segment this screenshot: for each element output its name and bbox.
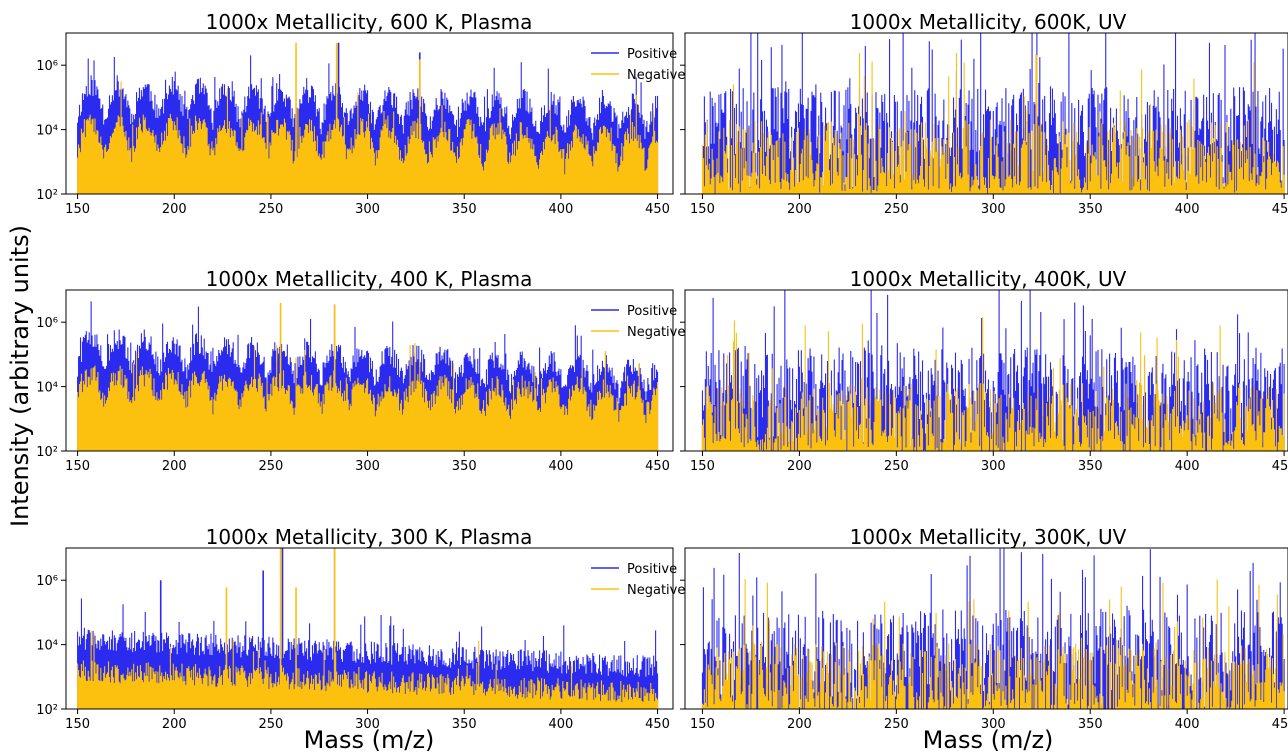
x-tick-label: 400 xyxy=(1175,717,1200,732)
series-negative-bars xyxy=(77,630,659,709)
x-tick-label: 300 xyxy=(981,202,1006,217)
y-tick-label: 10⁶ xyxy=(36,316,58,331)
y-tick-label: 10⁶ xyxy=(36,574,58,589)
y-tick-label: 10² xyxy=(36,188,58,203)
x-tick-label: 400 xyxy=(1175,459,1200,474)
plot-area xyxy=(701,548,1285,709)
x-tick-label: 450 xyxy=(645,459,670,474)
y-tick-label: 10² xyxy=(36,445,58,460)
series-negative-bars xyxy=(77,342,659,451)
x-tick-label: 200 xyxy=(787,717,812,732)
x-tick-label: 200 xyxy=(162,202,187,217)
x-tick-label: 250 xyxy=(884,459,909,474)
series-negative-bars xyxy=(701,579,1285,709)
x-tick-label: 450 xyxy=(1272,717,1288,732)
x-tick-label: 400 xyxy=(548,202,573,217)
x-tick-label: 200 xyxy=(787,459,812,474)
x-tick-label: 300 xyxy=(981,459,1006,474)
y-tick-label: 10⁶ xyxy=(36,59,58,74)
x-tick-label: 300 xyxy=(355,202,380,217)
x-tick-label: 150 xyxy=(65,202,90,217)
panel-title-300k-uv: 1000x Metallicity, 300K, UV xyxy=(849,525,1127,549)
x-tick-label: 250 xyxy=(884,717,909,732)
x-tick-label: 150 xyxy=(690,717,715,732)
x-tick-label: 400 xyxy=(548,717,573,732)
series-positive-bars xyxy=(701,548,1285,709)
x-tick-label: 350 xyxy=(1078,202,1103,217)
x-tick-label: 200 xyxy=(787,202,812,217)
plot-frame xyxy=(684,32,1288,195)
x-tick-label: 350 xyxy=(452,459,477,474)
x-axis-label-left: Mass (m/z) xyxy=(303,726,435,754)
x-tick-label: 150 xyxy=(65,717,90,732)
x-tick-label: 250 xyxy=(884,202,909,217)
x-tick-label: 450 xyxy=(645,202,670,217)
x-tick-label: 250 xyxy=(258,717,283,732)
plot-frame xyxy=(684,547,1288,710)
x-tick-label: 350 xyxy=(452,717,477,732)
plot-frame xyxy=(65,32,674,195)
x-tick-label: 350 xyxy=(452,202,477,217)
legend-label-negative: Negative xyxy=(627,325,685,340)
plot-frame xyxy=(65,547,674,710)
plot-area xyxy=(77,301,659,451)
plot-area xyxy=(77,548,659,709)
x-tick-label: 400 xyxy=(548,459,573,474)
x-tick-label: 300 xyxy=(355,459,380,474)
panel-title-600k-plasma: 1000x Metallicity, 600 K, Plasma xyxy=(205,10,533,34)
x-axis-label-right: Mass (m/z) xyxy=(922,726,1054,754)
x-tick-label: 200 xyxy=(162,459,187,474)
y-tick-label: 10⁴ xyxy=(36,381,58,396)
x-tick-label: 450 xyxy=(1272,202,1288,217)
legend-label-negative: Negative xyxy=(627,583,685,598)
panel-title-300k-plasma: 1000x Metallicity, 300 K, Plasma xyxy=(205,525,533,549)
x-tick-label: 350 xyxy=(1078,459,1103,474)
series-negative-bars xyxy=(77,81,659,194)
x-tick-label: 150 xyxy=(690,202,715,217)
series-negative-bars xyxy=(701,53,1285,194)
legend-label-negative: Negative xyxy=(627,68,685,83)
x-tick-label: 400 xyxy=(1175,202,1200,217)
x-tick-label: 250 xyxy=(258,202,283,217)
y-tick-label: 10⁴ xyxy=(36,639,58,654)
x-tick-label: 350 xyxy=(1078,717,1103,732)
x-tick-label: 150 xyxy=(690,459,715,474)
plot-frame xyxy=(684,289,1288,452)
x-tick-label: 300 xyxy=(981,717,1006,732)
legend-label-positive: Positive xyxy=(627,562,677,577)
x-tick-label: 450 xyxy=(645,717,670,732)
panel-title-400k-plasma: 1000x Metallicity, 400 K, Plasma xyxy=(205,267,533,291)
legend-label-positive: Positive xyxy=(627,47,677,62)
x-tick-label: 450 xyxy=(1272,459,1288,474)
plot-frame xyxy=(65,289,674,452)
x-tick-label: 250 xyxy=(258,459,283,474)
legend-label-positive: Positive xyxy=(627,304,677,319)
y-tick-label: 10⁴ xyxy=(36,124,58,139)
x-tick-label: 300 xyxy=(355,717,380,732)
x-tick-label: 200 xyxy=(162,717,187,732)
y-tick-label: 10² xyxy=(36,703,58,718)
x-tick-label: 150 xyxy=(65,459,90,474)
plot-area xyxy=(77,42,659,194)
panel-title-400k-uv: 1000x Metallicity, 400K, UV xyxy=(849,267,1127,291)
panel-title-600k-uv: 1000x Metallicity, 600K, UV xyxy=(849,10,1127,34)
